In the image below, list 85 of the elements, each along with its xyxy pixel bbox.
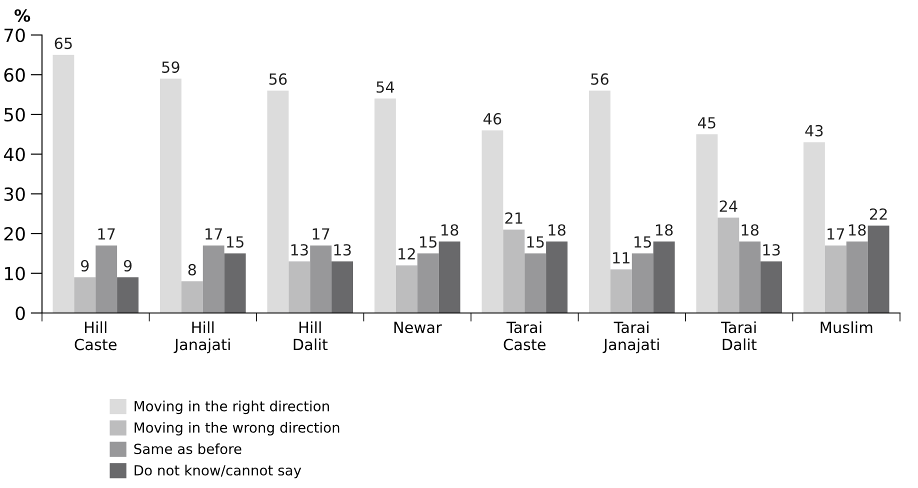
x-tick-label: Tarai Janajati (602, 321, 659, 354)
bar (160, 78, 182, 313)
bar (824, 245, 846, 313)
bar (696, 134, 718, 313)
data-label: 17 (206, 228, 222, 240)
data-label: 15 (227, 236, 244, 248)
legend-label: Moving in the right direction (134, 400, 329, 414)
bar (52, 54, 74, 313)
data-label: 18 (849, 224, 866, 236)
x-tick-label: Hill Dalit (294, 321, 328, 350)
x-tick-label: Newar (394, 322, 442, 334)
y-tick-label: 70 (4, 28, 25, 42)
data-label: 17 (828, 228, 844, 240)
y-axis-title: % (14, 9, 30, 22)
y-tick-label: 40 (4, 148, 25, 162)
y-tick-label: 10 (5, 266, 25, 280)
bar (718, 218, 740, 313)
bar (117, 277, 139, 313)
bar (374, 98, 396, 313)
bar (503, 230, 525, 313)
data-label: 13 (763, 244, 780, 256)
data-label: 18 (548, 224, 566, 236)
data-label: 15 (420, 236, 436, 248)
bar (288, 261, 310, 313)
data-label: 43 (805, 124, 823, 136)
bar (610, 269, 632, 313)
data-label: 56 (269, 73, 287, 85)
legend-label: Moving in the wrong direction (134, 422, 340, 436)
bar (482, 130, 504, 313)
data-label: 22 (870, 208, 887, 220)
bar (546, 242, 568, 313)
bar (224, 253, 246, 313)
bar (74, 277, 96, 313)
data-label: 15 (634, 236, 651, 248)
data-label: 18 (742, 224, 759, 236)
data-label: 54 (376, 81, 394, 93)
data-label: 65 (54, 38, 72, 50)
data-label: 17 (312, 228, 330, 240)
data-label: 13 (334, 244, 351, 256)
bar (588, 90, 610, 313)
bar (267, 90, 289, 313)
bar (332, 261, 354, 313)
bar (632, 253, 654, 313)
legend-label: Same as before (134, 443, 242, 454)
x-tick-label: Tarai Dalit (721, 321, 757, 350)
data-label: 12 (398, 248, 415, 260)
y-tick-label: 30 (4, 187, 25, 201)
data-label: 59 (162, 61, 180, 73)
data-label: 24 (720, 200, 738, 212)
data-label: 45 (698, 117, 716, 129)
x-tick-label: Tarai Caste (504, 321, 546, 350)
bar (803, 142, 825, 313)
bar (310, 245, 332, 313)
data-label: 11 (613, 252, 630, 264)
bar (846, 242, 868, 313)
bar (653, 242, 675, 313)
data-label: 17 (98, 228, 115, 240)
legend-label: Do not know/cannot say (134, 464, 302, 478)
data-label: 56 (591, 73, 608, 85)
bar (202, 245, 224, 313)
data-label: 21 (505, 212, 522, 224)
data-label: 18 (442, 224, 458, 236)
x-tick-label: Muslim (820, 321, 872, 334)
data-label: 9 (124, 260, 132, 272)
data-label: 15 (527, 236, 544, 248)
x-tick-label: Hill Caste (74, 321, 116, 350)
bar (524, 253, 546, 313)
bar (760, 261, 782, 313)
bar (181, 281, 203, 313)
bar (96, 245, 118, 313)
y-tick-label: 60 (4, 68, 25, 82)
y-tick-label: 20 (4, 227, 25, 241)
y-tick-label: 50 (4, 108, 25, 122)
bar (739, 242, 761, 313)
bar (396, 265, 418, 313)
bar (417, 253, 439, 313)
y-tick-label: 0 (16, 306, 25, 320)
bar (438, 242, 460, 313)
data-label: 13 (291, 244, 308, 256)
data-label: 18 (656, 224, 673, 236)
bar (868, 226, 890, 313)
data-label: 46 (483, 113, 502, 125)
data-label: 8 (188, 264, 196, 276)
data-label: 9 (81, 260, 89, 272)
x-tick-label: Hill Janajati (174, 321, 230, 354)
